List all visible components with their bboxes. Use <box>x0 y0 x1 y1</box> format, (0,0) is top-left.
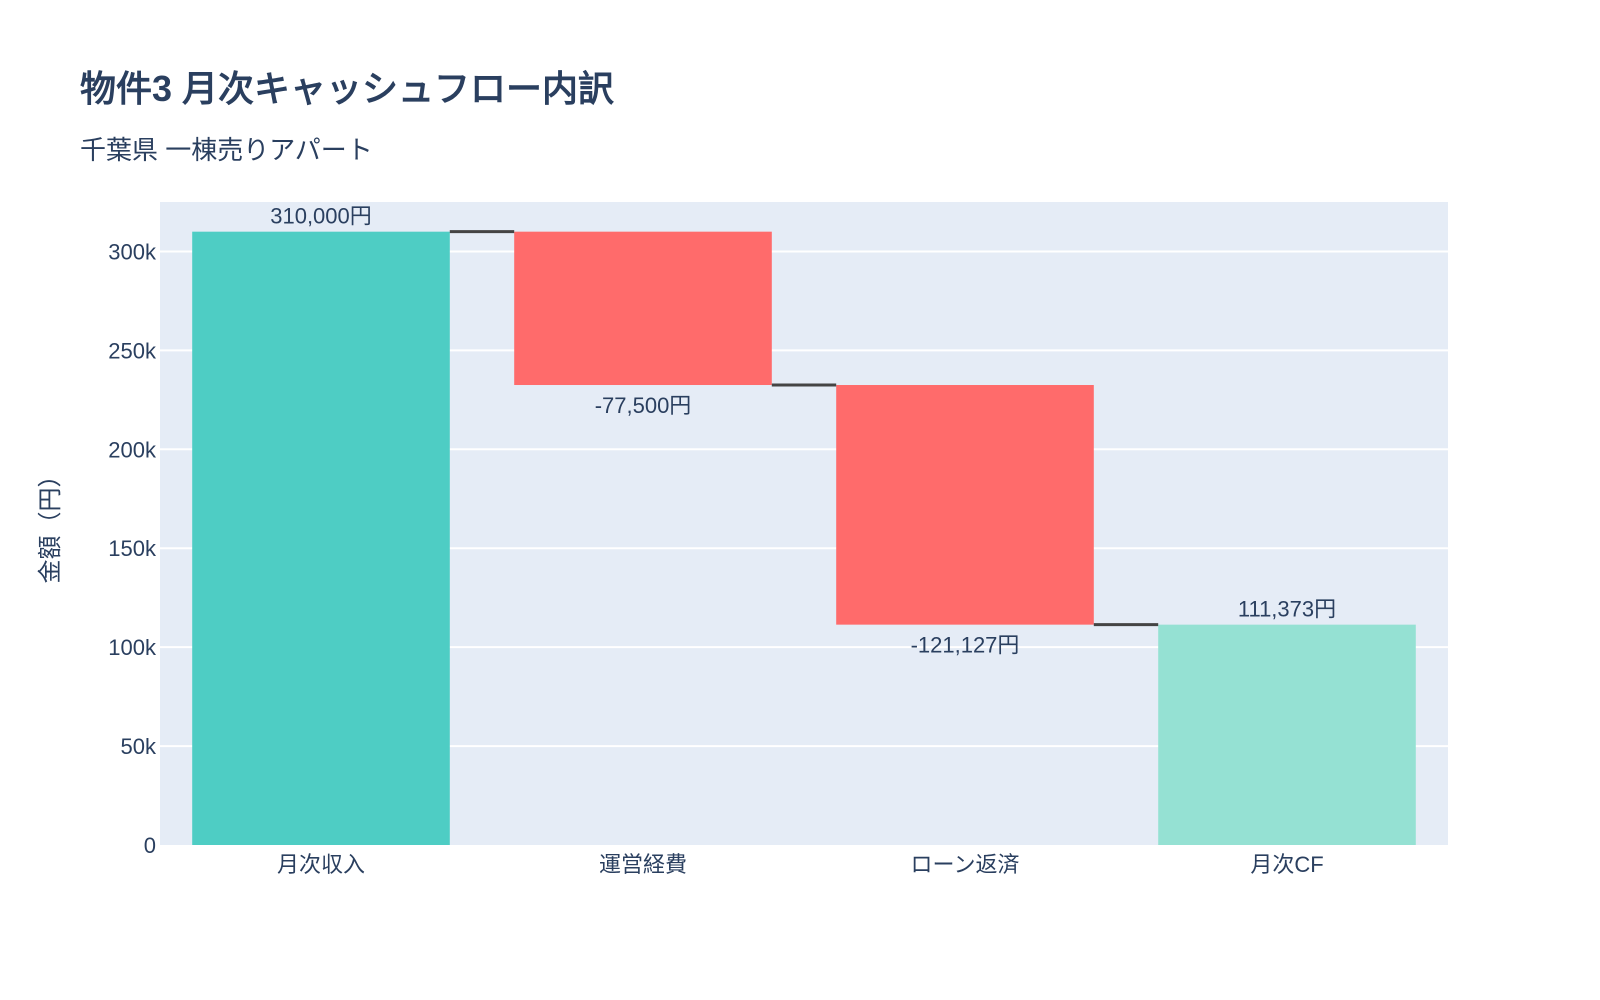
chart-subtitle: 千葉県 一棟売りアパート <box>80 135 373 165</box>
x-tick-label: 運営経費 <box>599 852 687 877</box>
data-label: 310,000円 <box>270 204 372 229</box>
waterfall-bar <box>1158 624 1416 845</box>
y-axis-label: 金額（円） <box>37 464 64 584</box>
y-tick-label: 300k <box>108 239 157 264</box>
x-tick-label: 月次収入 <box>277 852 365 877</box>
y-tick-label: 250k <box>108 338 157 363</box>
waterfall-bar <box>836 385 1094 625</box>
chart-title: 物件3 月次キャッシュフロー内訳 <box>80 68 615 109</box>
x-tick-label: 月次CF <box>1250 852 1323 877</box>
data-label: -77,500円 <box>595 393 692 418</box>
waterfall-bar <box>192 231 450 845</box>
waterfall-bar <box>514 231 772 386</box>
y-tick-label: 200k <box>108 437 157 462</box>
x-tick-label: ローン返済 <box>911 852 1020 877</box>
data-label: -121,127円 <box>911 633 1020 658</box>
y-tick-label: 150k <box>108 536 157 561</box>
y-tick-label: 0 <box>144 833 156 858</box>
y-tick-label: 50k <box>121 734 157 759</box>
y-tick-label: 100k <box>108 635 157 660</box>
data-label: 111,373円 <box>1238 597 1336 622</box>
